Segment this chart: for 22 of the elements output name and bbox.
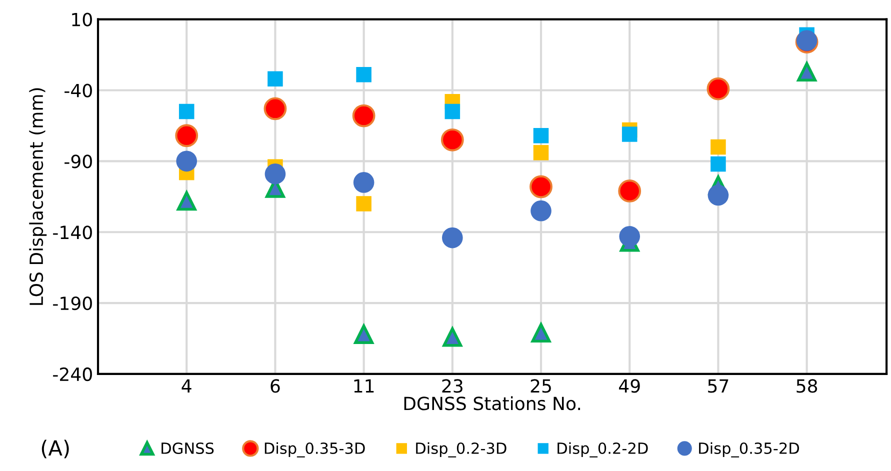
x-tick-label: 23 [442, 379, 462, 393]
legend-label: DGNSS [162, 442, 214, 454]
legend-label: Disp_0.2-2D [558, 442, 648, 458]
x-tick-label: 25 [530, 379, 551, 393]
y-axis-title: LOS Displacement (mm) [29, 88, 47, 305]
y-tick-label: -90 [64, 154, 92, 168]
y-tick-label: 10 [72, 12, 92, 26]
y-tick-label: -40 [64, 84, 92, 98]
x-axis-title: DGNSS Stations No. [404, 396, 580, 410]
legend-label: Disp_0.2-3D [416, 442, 506, 458]
y-tick-label: -190 [53, 296, 92, 310]
x-tick-label: 4 [182, 379, 192, 393]
legend-label: Disp_0.35-2D [699, 442, 800, 458]
x-tick-label: 6 [270, 379, 280, 393]
x-tick-label: 58 [796, 379, 818, 393]
text: (A) [42, 440, 69, 458]
legend-label: Disp_0.35-3D [264, 442, 365, 458]
y-tick-label: -140 [53, 226, 92, 240]
x-tick-label: 11 [354, 379, 374, 393]
x-tick-label: 57 [708, 379, 728, 393]
x-tick-label: 49 [619, 379, 640, 393]
y-tick-label: -240 [53, 367, 92, 382]
